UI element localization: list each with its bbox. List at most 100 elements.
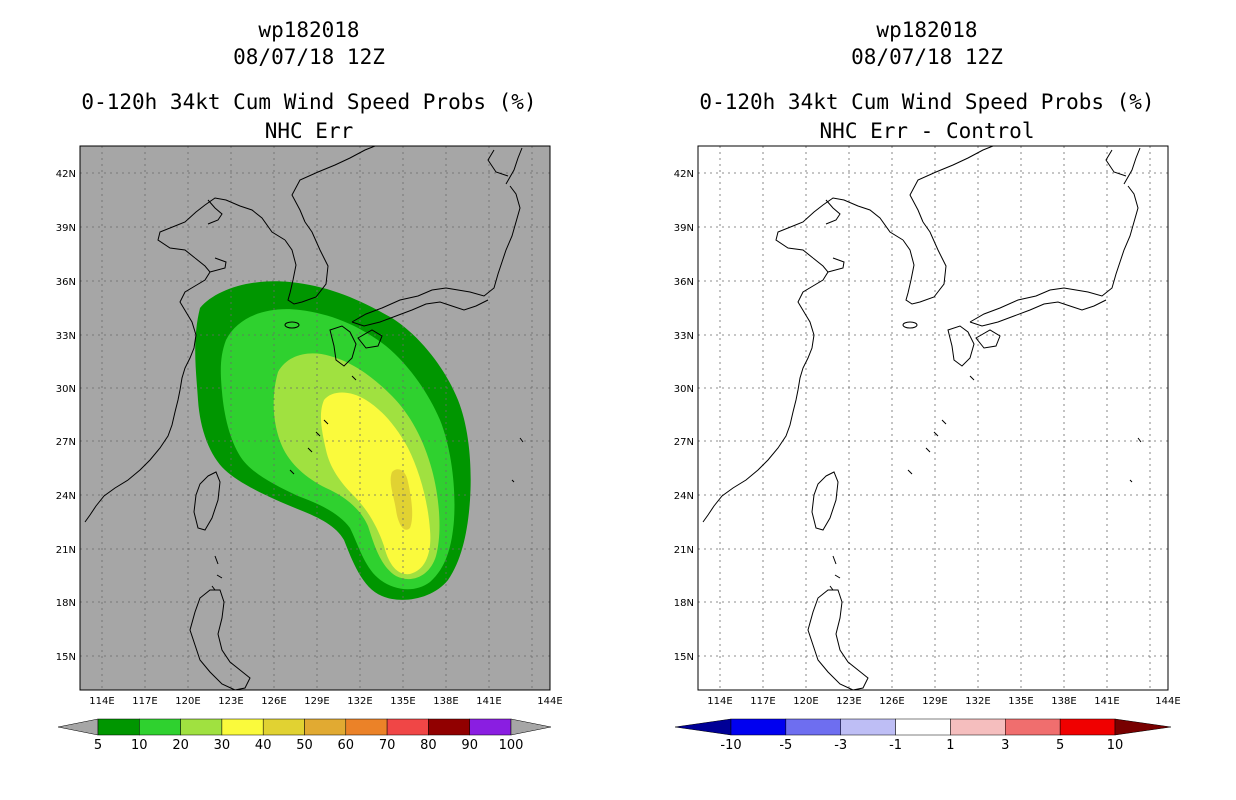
product-subtitle: NHC Err bbox=[264, 119, 354, 143]
colorbar-swatch bbox=[950, 718, 1006, 736]
colorbar-swatch bbox=[895, 718, 951, 736]
lat-tick: 18N bbox=[674, 598, 694, 609]
lon-tick: 129E bbox=[922, 696, 947, 707]
init-time: 08/07/18 12Z bbox=[233, 45, 385, 69]
colorbar-under-arrow bbox=[57, 718, 99, 736]
colorbar-under-arrow bbox=[674, 718, 732, 736]
lon-tick: 117E bbox=[750, 696, 775, 707]
lon-tick: 114E bbox=[89, 696, 114, 707]
colorbar-swatch bbox=[730, 718, 787, 736]
product-title: 0-120h 34kt Cum Wind Speed Probs (%) bbox=[81, 90, 537, 114]
lat-tick: 33N bbox=[56, 331, 76, 342]
probability-contours bbox=[195, 281, 471, 600]
lat-tick: 36N bbox=[56, 277, 76, 288]
colorbar-label: -3 bbox=[834, 738, 847, 753]
init-time: 08/07/18 12Z bbox=[851, 45, 1003, 69]
lat-tick: 27N bbox=[56, 437, 76, 448]
colorbar-label: 5 bbox=[94, 738, 102, 753]
lon-tick: 120E bbox=[793, 696, 818, 707]
left-map-panel: wp182018 08/07/18 12Z 0-120h 34kt Cum Wi… bbox=[56, 18, 563, 753]
colorbar-swatch bbox=[97, 718, 140, 736]
colorbar-label: 50 bbox=[296, 738, 313, 753]
storm-id: wp182018 bbox=[258, 18, 360, 42]
map-gridlines bbox=[698, 146, 1168, 690]
longitude-ticks: 114E 117E 120E 123E 126E 129E 132E 135E … bbox=[707, 696, 1180, 707]
lon-tick: 114E bbox=[707, 696, 732, 707]
map-frame bbox=[697, 145, 1169, 691]
latitude-ticks: 42N 39N 36N 33N 30N 27N 24N 21N 18N 15N bbox=[674, 169, 694, 663]
map-frame bbox=[79, 145, 551, 691]
colorbar-label: 30 bbox=[214, 738, 231, 753]
colorbar-swatch bbox=[180, 718, 223, 736]
lon-tick: 138E bbox=[1051, 696, 1076, 707]
colorbar-swatch bbox=[262, 718, 305, 736]
colorbar-over-arrow bbox=[510, 718, 552, 736]
lon-tick: 135E bbox=[1008, 696, 1033, 707]
lon-tick: 135E bbox=[390, 696, 415, 707]
right-map-panel: wp182018 08/07/18 12Z 0-120h 34kt Cum Wi… bbox=[618, 0, 1236, 800]
lat-tick: 30N bbox=[674, 384, 694, 395]
colorbar-swatch bbox=[428, 718, 470, 736]
colorbar-label: 80 bbox=[420, 738, 437, 753]
lon-tick: 126E bbox=[261, 696, 286, 707]
colorbar-swatch bbox=[469, 718, 512, 736]
contour-30 bbox=[320, 392, 431, 575]
lon-tick: 126E bbox=[879, 696, 904, 707]
lat-tick: 39N bbox=[56, 223, 76, 234]
colorbar-label: 20 bbox=[172, 738, 189, 753]
lon-tick: 132E bbox=[965, 696, 990, 707]
latitude-ticks: 42N 39N 36N 33N 30N 27N 24N 21N 18N 15N bbox=[56, 169, 76, 663]
lon-tick: 144E bbox=[537, 696, 562, 707]
colorbar-label: 3 bbox=[1001, 738, 1009, 753]
lon-tick: 117E bbox=[132, 696, 157, 707]
colorbar-label: 10 bbox=[131, 738, 148, 753]
longitude-ticks: 114E 117E 120E 123E 126E 129E 132E 135E … bbox=[89, 696, 562, 707]
lat-tick: 21N bbox=[674, 545, 694, 556]
lat-tick: 15N bbox=[674, 652, 694, 663]
colorbar: -10 -5 -3 -1 1 3 5 10 bbox=[674, 718, 1172, 753]
colorbar-label: 60 bbox=[338, 738, 355, 753]
colorbar-label: -10 bbox=[720, 738, 741, 753]
storm-id: wp182018 bbox=[876, 18, 978, 42]
colorbar-swatch bbox=[139, 718, 181, 736]
colorbar-swatch bbox=[1059, 718, 1116, 736]
colorbar-over-arrow bbox=[1114, 718, 1172, 736]
lat-tick: 21N bbox=[56, 545, 76, 556]
colorbar-swatch bbox=[386, 718, 429, 736]
colorbar-swatch bbox=[1005, 718, 1061, 736]
lat-tick: 24N bbox=[674, 491, 694, 502]
colorbar-label: 5 bbox=[1056, 738, 1064, 753]
product-title: 0-120h 34kt Cum Wind Speed Probs (%) bbox=[699, 90, 1155, 114]
product-subtitle: NHC Err - Control bbox=[819, 119, 1035, 143]
lon-tick: 138E bbox=[433, 696, 458, 707]
map-background bbox=[698, 146, 1168, 690]
lon-tick: 132E bbox=[347, 696, 372, 707]
colorbar-label: 1 bbox=[946, 738, 954, 753]
colorbar-swatch bbox=[785, 718, 841, 736]
colorbar: 5 10 20 30 40 50 60 70 80 90 100 bbox=[57, 718, 552, 753]
colorbar-label: 10 bbox=[1107, 738, 1124, 753]
colorbar-swatch bbox=[304, 718, 347, 736]
colorbar-label: 100 bbox=[499, 738, 524, 753]
colorbar-label: 40 bbox=[255, 738, 272, 753]
lat-tick: 39N bbox=[674, 223, 694, 234]
lat-tick: 42N bbox=[56, 169, 76, 180]
lat-tick: 30N bbox=[56, 384, 76, 395]
colorbar-label: -5 bbox=[779, 738, 792, 753]
lat-tick: 33N bbox=[674, 331, 694, 342]
colorbar-swatch bbox=[840, 718, 896, 736]
contour-40 bbox=[390, 469, 413, 530]
colorbar-label: 70 bbox=[379, 738, 396, 753]
lon-tick: 123E bbox=[836, 696, 861, 707]
lon-tick: 144E bbox=[1155, 696, 1180, 707]
lat-tick: 15N bbox=[56, 652, 76, 663]
colorbar-swatch bbox=[345, 718, 388, 736]
lat-tick: 18N bbox=[56, 598, 76, 609]
lat-tick: 27N bbox=[674, 437, 694, 448]
lon-tick: 123E bbox=[218, 696, 243, 707]
lat-tick: 42N bbox=[674, 169, 694, 180]
lon-tick: 120E bbox=[175, 696, 200, 707]
probability-map: 42N 39N 36N 33N 30N 27N 24N 21N 18N 15N … bbox=[56, 145, 563, 753]
colorbar-label: -1 bbox=[889, 738, 902, 753]
lon-tick: 129E bbox=[304, 696, 329, 707]
